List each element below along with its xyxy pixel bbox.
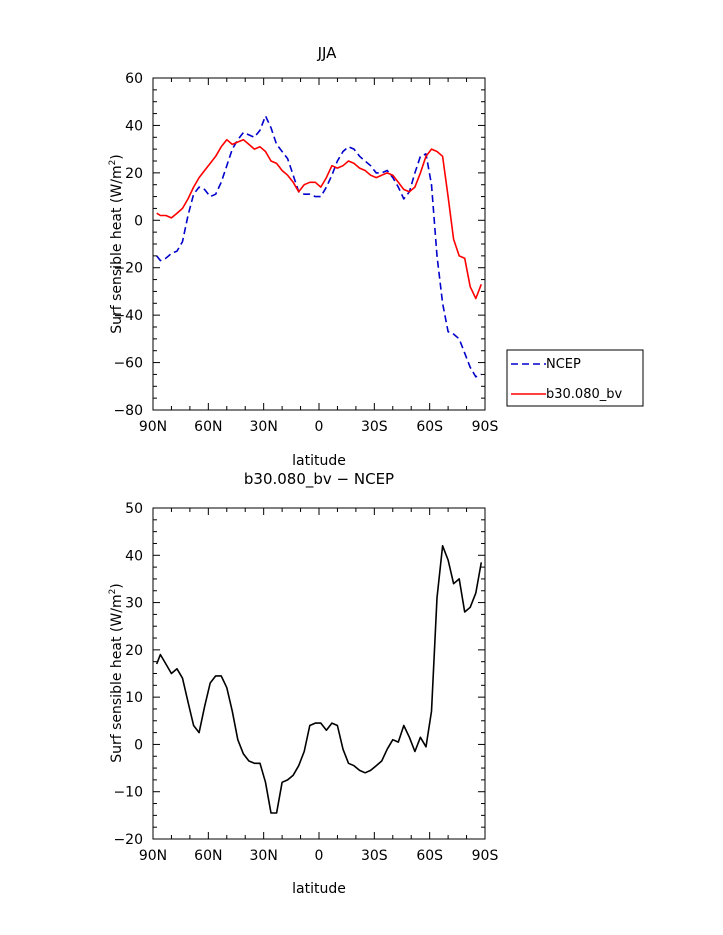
x-tick-label: 30S [361,848,388,864]
y-tick-label: 40 [125,118,143,134]
bottom-chart: b30.080_bv − NCEP 90N 60N 30N 0 30S 60S 90S −20… [108,470,498,897]
x-tick-label: 30N [250,419,278,435]
y-tick-label: 0 [134,737,143,753]
y-tick-label: 40 [125,548,143,564]
x-tick-label: 0 [315,848,324,864]
series-line-difference [155,544,483,814]
bottom-chart-xlabel: latitude [292,881,346,897]
x-tick-label: 60N [194,419,222,435]
bottom-chart-title: b30.080_bv − NCEP [244,470,394,489]
x-tick-label: 90N [139,419,167,435]
y-tick-label: 20 [125,166,143,182]
y-tick-label: −20 [113,261,143,277]
x-tick-label: 60N [194,848,222,864]
y-tick-label: −80 [113,403,143,419]
top-chart-ylabel: Surf sensible heat (W/m2) [108,154,125,334]
x-tick-label: 60S [416,419,443,435]
y-tick-label: 10 [125,690,143,706]
legend-label-b30: b30.080_bv [546,387,622,402]
y-tick-label: −60 [113,356,143,372]
x-tick-label: 30S [361,419,388,435]
series-line-b30-080-bv [156,138,483,300]
top-chart-xlabel: latitude [292,453,346,469]
top-chart: JJA 90N 60N 30N 0 30S 60S 90S −80 −60 −40 −20 0 20 40… [108,44,644,469]
bottom-chart-lines [155,544,483,814]
y-tick-label: −10 [113,785,143,801]
bottom-chart-frame [152,507,486,840]
top-chart-title: JJA [317,44,338,62]
x-tick-label: 90S [472,848,499,864]
x-tick-label: 90S [472,419,499,435]
y-tick-label: 50 [125,501,143,517]
top-chart-frame [152,77,486,411]
legend-box [506,349,644,407]
x-tick-label: 60S [416,848,443,864]
top-chart-lines [156,115,483,378]
legend-label-ncep: NCEP [546,357,581,372]
y-tick-label: 30 [125,596,143,612]
x-tick-label: 30N [250,848,278,864]
bottom-chart-ylabel: Surf sensible heat (W/m2) [108,583,125,763]
top-chart-ticks: 90N 60N 30N 0 30S 60S 90S −80 −60 −40 −20 0 20 40 60 [113,71,498,435]
bottom-chart-ticks: 90N 60N 30N 0 30S 60S 90S −20 −10 0 10 20 30 40 50 [113,501,498,864]
y-tick-label: 60 [125,71,143,87]
y-tick-label: 20 [125,643,143,659]
y-tick-label: −40 [113,308,143,324]
x-tick-label: 0 [315,419,324,435]
x-tick-label: 90N [139,848,167,864]
y-tick-label: 0 [134,213,143,229]
top-chart-legend: NCEP b30.080_bv [506,349,644,407]
series-line-ncep [156,115,482,378]
y-tick-label: −20 [113,832,143,848]
